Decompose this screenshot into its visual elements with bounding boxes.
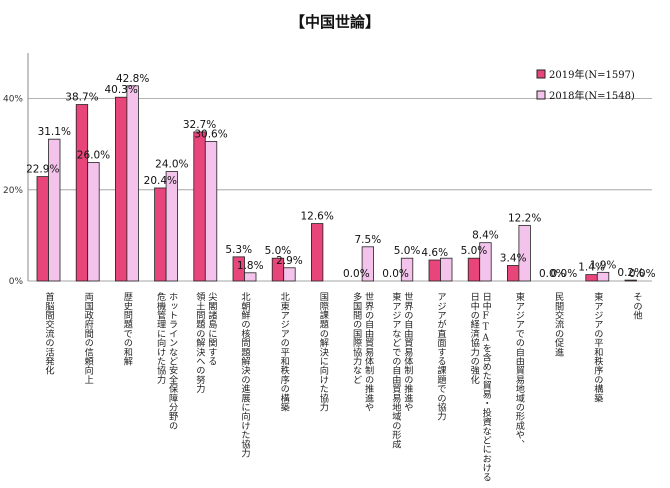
category-label: 東アジアでの自由貿易地域の形成や、 (513, 291, 525, 448)
data-label: 1.8% (237, 260, 264, 272)
bars (36, 85, 637, 282)
category-label: 日中FTAを含めた貿易・投資などにおける (480, 292, 492, 481)
bar-2018 (518, 224, 531, 282)
data-label: 40.3% (104, 84, 137, 96)
category-label: 歴史問題での和解 (121, 292, 133, 366)
category-label: 北東アジアの平和秩序の構築 (278, 292, 290, 412)
data-label: 0.2% (617, 267, 644, 279)
category-label: その他 (631, 292, 643, 320)
bar-2018 (48, 138, 61, 282)
bar-2018 (244, 272, 257, 282)
bar-2019 (506, 265, 520, 282)
data-label: 1.9% (590, 259, 617, 271)
data-label: 7.5% (355, 234, 382, 246)
data-label: 31.1% (38, 126, 71, 138)
y-tick-label: 0% (9, 277, 24, 287)
data-label: 0.0% (343, 268, 370, 280)
legend-label-2019: 2019年(N=1597) (549, 68, 635, 81)
category-label: 東アジアなどでの自由貿易地域の形成 (390, 291, 402, 449)
bar-2018 (440, 257, 453, 282)
data-label: 0.0% (539, 268, 566, 280)
data-label: 12.6% (300, 211, 333, 223)
bar-2018 (87, 162, 100, 282)
category-label: 国際課題の解決に向けた協力 (317, 292, 329, 412)
data-label: 8.4% (472, 230, 499, 242)
data-label: 26.0% (77, 149, 110, 161)
data-label: 5.0% (461, 245, 488, 257)
legend-swatch-2019 (536, 69, 546, 79)
data-label: 5.3% (225, 244, 252, 256)
bar-2019 (115, 96, 128, 282)
category-label: 危機管理に向けた協力 (155, 291, 167, 385)
category-label: 尖閣諸島に関する (206, 291, 218, 366)
data-label: 38.7% (65, 92, 98, 104)
bar-2018 (204, 141, 218, 282)
bar-2018 (596, 271, 610, 282)
y-tick-label: 40% (3, 95, 23, 105)
bar-2019 (193, 131, 206, 282)
category-label: 民間交流の促進 (553, 292, 565, 357)
data-label: 24.0% (155, 159, 188, 171)
chart-title: 【中国世論】 (290, 13, 380, 31)
category-label: 東アジアの平和秩序の構築 (592, 291, 604, 403)
bar-2019 (428, 259, 441, 282)
category-label: 多国間の国際協力など (351, 291, 363, 384)
data-label: 1.4% (578, 262, 605, 274)
category-label: 首脳間交流の活発化 (43, 291, 55, 376)
data-label: 42.8% (116, 73, 149, 85)
data-label: 0.0% (382, 268, 409, 280)
data-label: 2.9% (276, 255, 303, 267)
bar-2018 (400, 257, 414, 282)
bar-2019 (467, 257, 481, 282)
y-axis-ticks: 0% 20% 40% (3, 95, 23, 287)
data-label: 22.9% (26, 164, 59, 176)
bar-2018 (479, 242, 492, 282)
data-label: 0.0% (551, 268, 578, 280)
category-label: 日中の経済協力の強化 (468, 292, 480, 385)
bar-2018 (283, 267, 296, 282)
category-label: 領土問題の解決への努力 (194, 291, 206, 394)
data-labels: 22.9% 38.7% 40.3% 20.4% 32.7% 5.3% 5.0% 12.6% 0.… (26, 73, 656, 280)
bar-2019 (232, 256, 245, 282)
category-labels: 首脳間交流の活発化 両国政府間の信頼向上 歴史問題での和解 ホットラインなど安全保障分… (43, 291, 643, 481)
category-label: 両国政府間の信頼向上 (82, 292, 94, 384)
bar-2018 (361, 246, 375, 282)
data-label: 20.4% (144, 175, 177, 187)
bar-2019 (310, 223, 324, 282)
data-label: 0.0% (629, 268, 656, 280)
bar-2019 (585, 274, 598, 282)
category-label: 世界の自由貿易体制の推進や (363, 291, 375, 412)
data-label: 30.6% (194, 128, 227, 140)
bar-2018 (165, 171, 179, 282)
bar-2018 (126, 85, 139, 282)
y-tick-label: 20% (3, 186, 23, 196)
data-label: 5.0% (394, 245, 421, 257)
legend-label-2018: 2018年(N=1548) (549, 89, 635, 102)
category-label: ホットラインなど安全保障分野の (167, 292, 179, 430)
legend-swatch-2018 (536, 90, 546, 100)
category-label: 北朝鮮の核問題解決の進展に向けた協力 (239, 292, 251, 458)
bar-2019 (75, 104, 89, 282)
bar-2019 (624, 279, 637, 282)
category-label: アジアが直面する課題での協力 (435, 292, 447, 422)
data-label: 32.7% (183, 119, 216, 131)
data-label: 3.4% (500, 252, 527, 264)
data-label: 4.6% (421, 247, 448, 259)
category-label: 世界の自由貿易体制の推進や (402, 291, 414, 412)
data-label: 5.0% (265, 245, 292, 257)
bar-2019 (154, 187, 167, 282)
data-label: 12.2% (508, 212, 541, 224)
legend: 2019年(N=1597) 2018年(N=1548) (536, 68, 635, 102)
bar-2019 (36, 176, 49, 282)
